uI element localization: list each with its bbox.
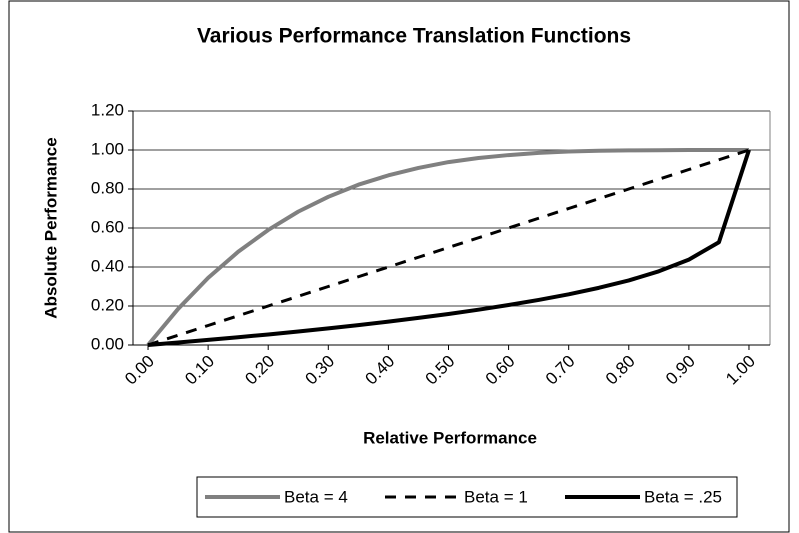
legend-label: Beta = .25 — [644, 487, 722, 506]
y-tick-label: 1.00 — [91, 139, 124, 158]
y-tick-label: 0.60 — [91, 217, 124, 236]
y-tick-label: 1.20 — [91, 100, 124, 119]
legend-label: Beta = 4 — [284, 487, 348, 506]
x-axis-title: Relative Performance — [363, 428, 537, 447]
series-line — [146, 148, 749, 347]
chart-title: Various Performance Translation Function… — [197, 25, 631, 48]
y-tick-label: 0.80 — [91, 178, 124, 197]
y-axis-title: Absolute Performance — [41, 137, 60, 318]
legend-label: Beta = 1 — [464, 487, 528, 506]
y-tick-label: 0.20 — [91, 295, 124, 314]
legend-box — [196, 476, 738, 518]
series-line — [147, 149, 751, 347]
series-line — [147, 148, 750, 347]
y-tick-label: 0.40 — [91, 256, 124, 275]
y-tick-label: 0.00 — [91, 334, 124, 353]
